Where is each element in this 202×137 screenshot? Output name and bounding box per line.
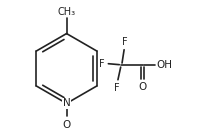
Text: F: F: [99, 59, 105, 69]
Text: F: F: [114, 83, 119, 93]
Text: OH: OH: [155, 60, 171, 70]
Text: O: O: [62, 120, 70, 130]
Text: CH₃: CH₃: [57, 7, 75, 17]
Text: O: O: [138, 82, 146, 92]
Text: F: F: [121, 37, 127, 47]
Text: N: N: [62, 99, 70, 108]
